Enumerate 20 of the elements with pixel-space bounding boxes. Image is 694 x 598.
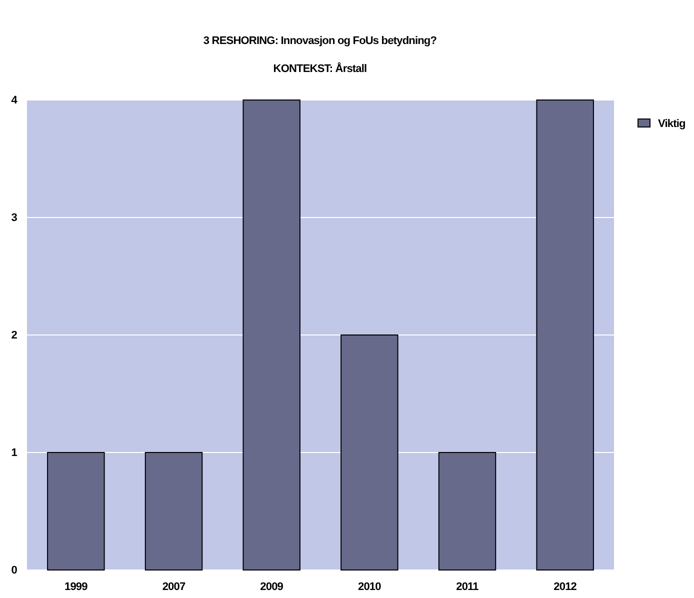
bar xyxy=(242,100,300,570)
x-tick-label: 2009 xyxy=(260,580,284,593)
y-tick-label: 0 xyxy=(11,564,18,577)
x-tick-label: 2011 xyxy=(456,580,479,593)
bar xyxy=(144,452,203,570)
y-tick-label: 1 xyxy=(11,447,18,460)
x-tick-label: 1999 xyxy=(64,580,88,593)
chart-subtitle: KONTEKST: Årstall xyxy=(273,62,368,75)
bar xyxy=(340,334,398,570)
x-tick-label: 2010 xyxy=(358,580,382,593)
legend-label: Viktig xyxy=(658,118,686,130)
y-tick-label: 3 xyxy=(11,212,18,224)
y-tick-label: 4 xyxy=(11,94,18,107)
x-tick-label: 2007 xyxy=(162,580,186,593)
bar xyxy=(536,100,594,570)
x-tick-label: 2012 xyxy=(554,580,577,593)
chart-title: 3 RESHORING: Innovasjon og FoUs betydning? xyxy=(203,35,438,47)
bar xyxy=(438,452,496,570)
y-tick-label: 2 xyxy=(11,330,18,342)
bar xyxy=(47,452,105,570)
